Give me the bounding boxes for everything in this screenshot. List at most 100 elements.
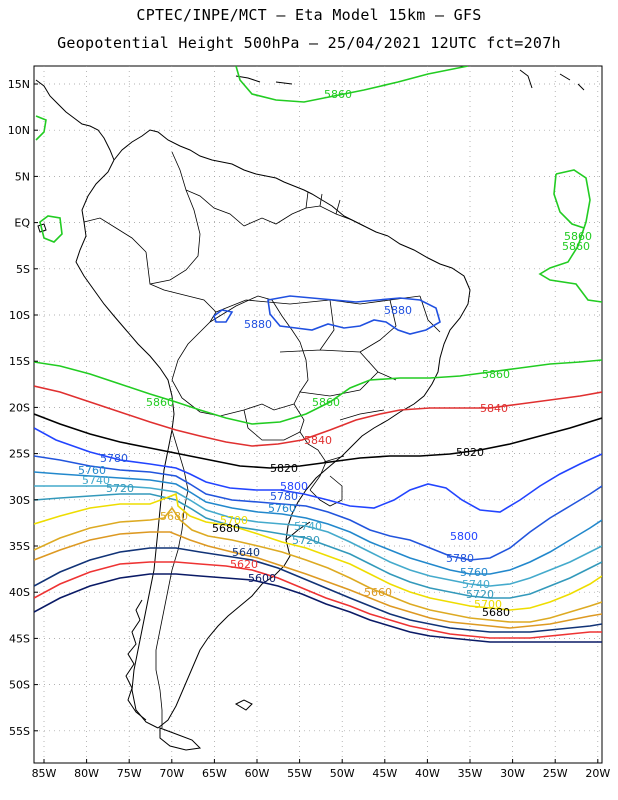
contour-5680 (34, 506, 602, 623)
label-5660-east: 5660 (364, 586, 392, 599)
border-chile-argentina (155, 429, 189, 728)
border-peru-brazil (149, 283, 217, 381)
lon-tick-label: 75W (117, 767, 142, 780)
label-5760-east: 5760 (460, 566, 488, 579)
label-5820-east: 5820 (456, 446, 484, 459)
contour-5860-north (235, 66, 469, 103)
latitude-labels: 15N 10N 5N EQ 5S 10S 15S 20S 25S 30S 35S 40S 45S 50S 5… (8, 78, 38, 738)
lat-tick-label: 5N (15, 170, 30, 183)
label-5680-mid: 5680 (212, 522, 240, 535)
country-borders (83, 151, 441, 728)
contour-5720 (34, 493, 602, 599)
lat-tick-label: 30S (9, 494, 30, 507)
label-5860-equator-a: 5860 (564, 230, 592, 243)
contour-5860-equator-west (39, 215, 63, 243)
contour-5640 (34, 547, 602, 633)
label-5840-east: 5840 (480, 402, 508, 415)
label-5720-west: 5720 (106, 482, 134, 495)
lon-tick-label: 35W (458, 767, 483, 780)
contour-5860-atlantic-blob-inner (553, 173, 585, 229)
lat-tick-label: 40S (9, 586, 30, 599)
label-5860-north: 5860 (324, 88, 352, 101)
grid-lines (34, 66, 602, 763)
label-5860-east: 5860 (482, 368, 510, 381)
label-5860-west: 5860 (146, 396, 174, 409)
contour-5740 (34, 485, 602, 587)
lat-tick-label: 25S (9, 448, 30, 461)
contour-5860-caribbean-west (35, 115, 47, 141)
label-5680-andes: 5680 (160, 510, 188, 523)
tierra-del-fuego (159, 727, 202, 751)
label-5780-west: 5780 (100, 452, 128, 465)
lat-tick-label: 20S (9, 401, 30, 414)
lon-tick-label: 70W (159, 767, 184, 780)
lon-tick-label: 55W (287, 767, 312, 780)
longitude-labels: 85W 80W 75W 70W 65W 60W 55W 50W 45W 40W 35W 30W 25W 2… (32, 759, 610, 780)
pacific-coast (75, 159, 175, 729)
lat-tick-label: 55S (9, 725, 30, 738)
caribbean-islands (235, 69, 585, 91)
contour-5660 (34, 531, 602, 629)
border-bolivia-argentina (171, 379, 295, 417)
lon-tick-label: 45W (372, 767, 397, 780)
lon-tick-label: 40W (415, 767, 440, 780)
galapagos (37, 223, 47, 233)
label-5840-mid: 5840 (304, 434, 332, 447)
label-5780-east: 5780 (446, 552, 474, 565)
border-ecuador (83, 217, 147, 253)
label-5880-amazon-a: 5880 (384, 304, 412, 317)
map-title: CPTEC/INPE/MCT – Eta Model 15km – GFS (136, 6, 482, 24)
lon-tick-label: 30W (500, 767, 525, 780)
contour-5880-amazon (213, 295, 441, 335)
map-frame (33, 65, 603, 764)
lat-tick-label: 15N (8, 78, 30, 91)
border-guianas (305, 191, 341, 215)
contour-5600 (34, 573, 602, 643)
border-colombia-venezuela (171, 151, 245, 227)
rio-de-la-plata (285, 521, 311, 541)
lat-tick-label: 15S (9, 355, 30, 368)
label-5700-mid: 5700 (220, 514, 248, 527)
label-5760-mid: 5760 (268, 502, 296, 515)
label-5860-equator-b: 5860 (562, 240, 590, 253)
lon-tick-label: 85W (32, 767, 57, 780)
contour-labels: 5860 5860 5860 5880 5880 5860 5860 5860 … (78, 88, 592, 619)
label-5700-east: 5700 (474, 598, 502, 611)
contour-5840 (34, 385, 602, 447)
label-5720-mid: 5720 (292, 534, 320, 547)
lat-tick-label: 10S (9, 309, 30, 322)
contour-5860-south (34, 359, 602, 425)
contour-lines (34, 66, 602, 643)
contour-5700 (34, 492, 602, 611)
caribbean-coast (113, 129, 389, 237)
contour-5780 (34, 455, 602, 561)
lat-tick-label: EQ (14, 217, 30, 230)
chile-fjords (125, 599, 147, 721)
label-5740-west: 5740 (82, 474, 110, 487)
lat-tick-label: 45S (9, 632, 30, 645)
label-5880-amazon-b: 5880 (244, 318, 272, 331)
lat-tick-label: 35S (9, 540, 30, 553)
label-5820-mid: 5820 (270, 462, 298, 475)
border-colombia-brazil (145, 189, 201, 285)
label-5740-mid: 5740 (294, 520, 322, 533)
label-5640-mid: 5640 (232, 546, 260, 559)
lon-tick-label: 80W (74, 767, 99, 780)
label-5740-east: 5740 (462, 578, 490, 591)
border-paraguay (243, 403, 305, 441)
contour-5760 (34, 471, 602, 575)
border-bolivia-brazil (209, 295, 309, 405)
label-5600-mid: 5600 (248, 572, 276, 585)
lat-tick-label: 10N (8, 124, 30, 137)
label-5800-mid: 5800 (280, 480, 308, 493)
contour-5820 (34, 413, 602, 469)
lon-tick-label: 25W (543, 767, 568, 780)
border-argentina-brazil (299, 431, 327, 491)
lon-tick-label: 50W (330, 767, 355, 780)
lon-tick-label: 20W (585, 767, 610, 780)
label-5860-mid: 5860 (312, 396, 340, 409)
lat-tick-label: 50S (9, 679, 30, 692)
contour-5620 (34, 561, 602, 639)
label-5620-mid: 5620 (230, 558, 258, 571)
